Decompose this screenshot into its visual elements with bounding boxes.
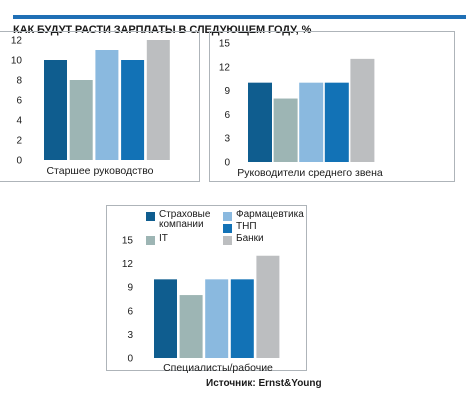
legend-swatch (146, 236, 155, 245)
legend-item: Страховые компании (146, 210, 210, 230)
bar (230, 279, 254, 358)
y-tick-label: 2 (16, 136, 22, 147)
y-tick-label: 12 (219, 62, 231, 73)
y-tick-label: 6 (224, 110, 230, 121)
header: КАК БУДУТ РАСТИ ЗАРПЛАТЫ В СЛЕДУЮЩЕМ ГОД… (0, 0, 466, 44)
y-tick-label: 0 (127, 354, 133, 365)
bar (350, 58, 375, 162)
x-axis-label: Специалисты/рабочие (163, 362, 273, 374)
legend-label: Страховые компании (159, 209, 211, 230)
bar (256, 255, 280, 358)
legend-item: Фармацевтика (223, 210, 304, 221)
bar (179, 295, 203, 358)
bar (95, 50, 119, 160)
y-tick-label: 15 (122, 236, 134, 247)
legend-swatch (223, 212, 232, 221)
x-axis-label: Старшее руководство (46, 165, 153, 177)
legend-label: IT (159, 233, 168, 244)
y-tick-label: 9 (224, 86, 230, 97)
accent-bar (13, 15, 466, 19)
panel-frame-2 (209, 31, 455, 182)
legend-swatch (223, 236, 232, 245)
bar (299, 82, 324, 162)
legend-label: Банки (236, 233, 264, 244)
legend-swatch (146, 212, 155, 221)
bar (146, 40, 170, 160)
legend-label: ТНП (236, 221, 257, 232)
bar (324, 82, 349, 162)
legend-label: Фармацевтика (236, 209, 304, 220)
y-tick-label: 12 (11, 36, 23, 47)
bar (273, 98, 298, 162)
panel-frame-1 (0, 31, 200, 182)
legend-swatch (223, 224, 232, 233)
bar (205, 279, 229, 358)
bar (154, 279, 177, 358)
bar (44, 60, 67, 160)
y-tick-label: 0 (224, 158, 230, 169)
bar (248, 82, 272, 162)
y-tick-label: 3 (127, 330, 133, 341)
x-axis-label: Руководители среднего звена (237, 167, 383, 179)
y-tick-label: 8 (16, 76, 22, 87)
legend-item: ТНП (223, 222, 257, 233)
chart-title: КАК БУДУТ РАСТИ ЗАРПЛАТЫ В СЛЕДУЮЩЕМ ГОД… (13, 24, 312, 36)
y-tick-label: 6 (127, 306, 133, 317)
y-tick-label: 9 (127, 283, 133, 294)
y-tick-label: 0 (16, 156, 22, 167)
source-note: Источник: Ernst&Young (206, 378, 322, 389)
bar (121, 60, 145, 160)
y-tick-label: 10 (11, 56, 23, 67)
bar (69, 80, 93, 160)
panel-frame-3 (106, 205, 307, 371)
legend: Страховые компании Фармацевтика IT ТНП Б… (146, 210, 304, 256)
legend-item: Банки (223, 234, 264, 245)
y-tick-label: 6 (16, 96, 22, 107)
y-tick-label: 3 (224, 134, 230, 145)
y-tick-label: 15 (219, 39, 231, 50)
y-tick-label: 12 (122, 259, 134, 270)
y-tick-label: 4 (16, 116, 22, 127)
legend-item: IT (146, 234, 168, 245)
